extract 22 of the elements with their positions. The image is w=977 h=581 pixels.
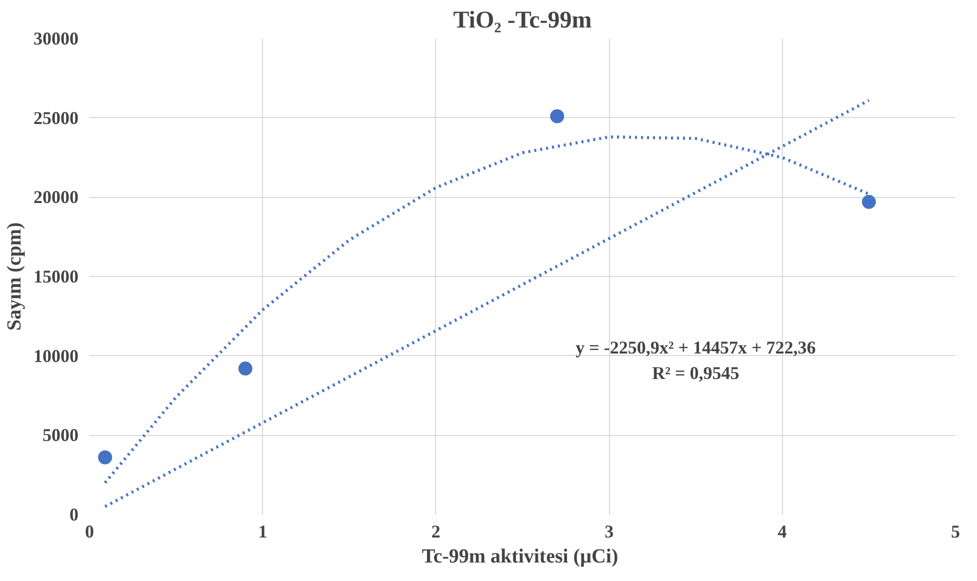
x-tick-label: 3 [604, 522, 614, 542]
point [238, 362, 252, 376]
x-tick-label: 2 [431, 522, 440, 542]
y-tick-label: 10000 [34, 346, 78, 366]
y-axis-title: Sayım (cpm) [4, 222, 26, 331]
y-tick-label: 15000 [34, 266, 78, 286]
point [862, 194, 876, 209]
point [98, 450, 112, 464]
y-tick-label: 30000 [34, 28, 78, 48]
annotation: R² = 0,9545 [652, 362, 740, 383]
y-tick-label: 25000 [34, 108, 78, 128]
x-tick-label: 5 [951, 522, 960, 542]
annotation: y = -2250,9x² + 14457x + 722,36 [576, 337, 816, 358]
y-tick-label: 5000 [42, 425, 78, 446]
y-tick-label: 0 [70, 504, 78, 524]
x-tick-label: 1 [258, 522, 268, 542]
x-axis-title: Tc-99m aktivitesi (µCi) [422, 546, 618, 568]
point [550, 109, 564, 124]
y-tick-label: 20000 [34, 187, 78, 208]
x-tick-label: 4 [778, 522, 787, 542]
x-tick-label: 0 [85, 522, 94, 542]
chart-title: TiO₂ -Tc-99m [453, 8, 592, 34]
